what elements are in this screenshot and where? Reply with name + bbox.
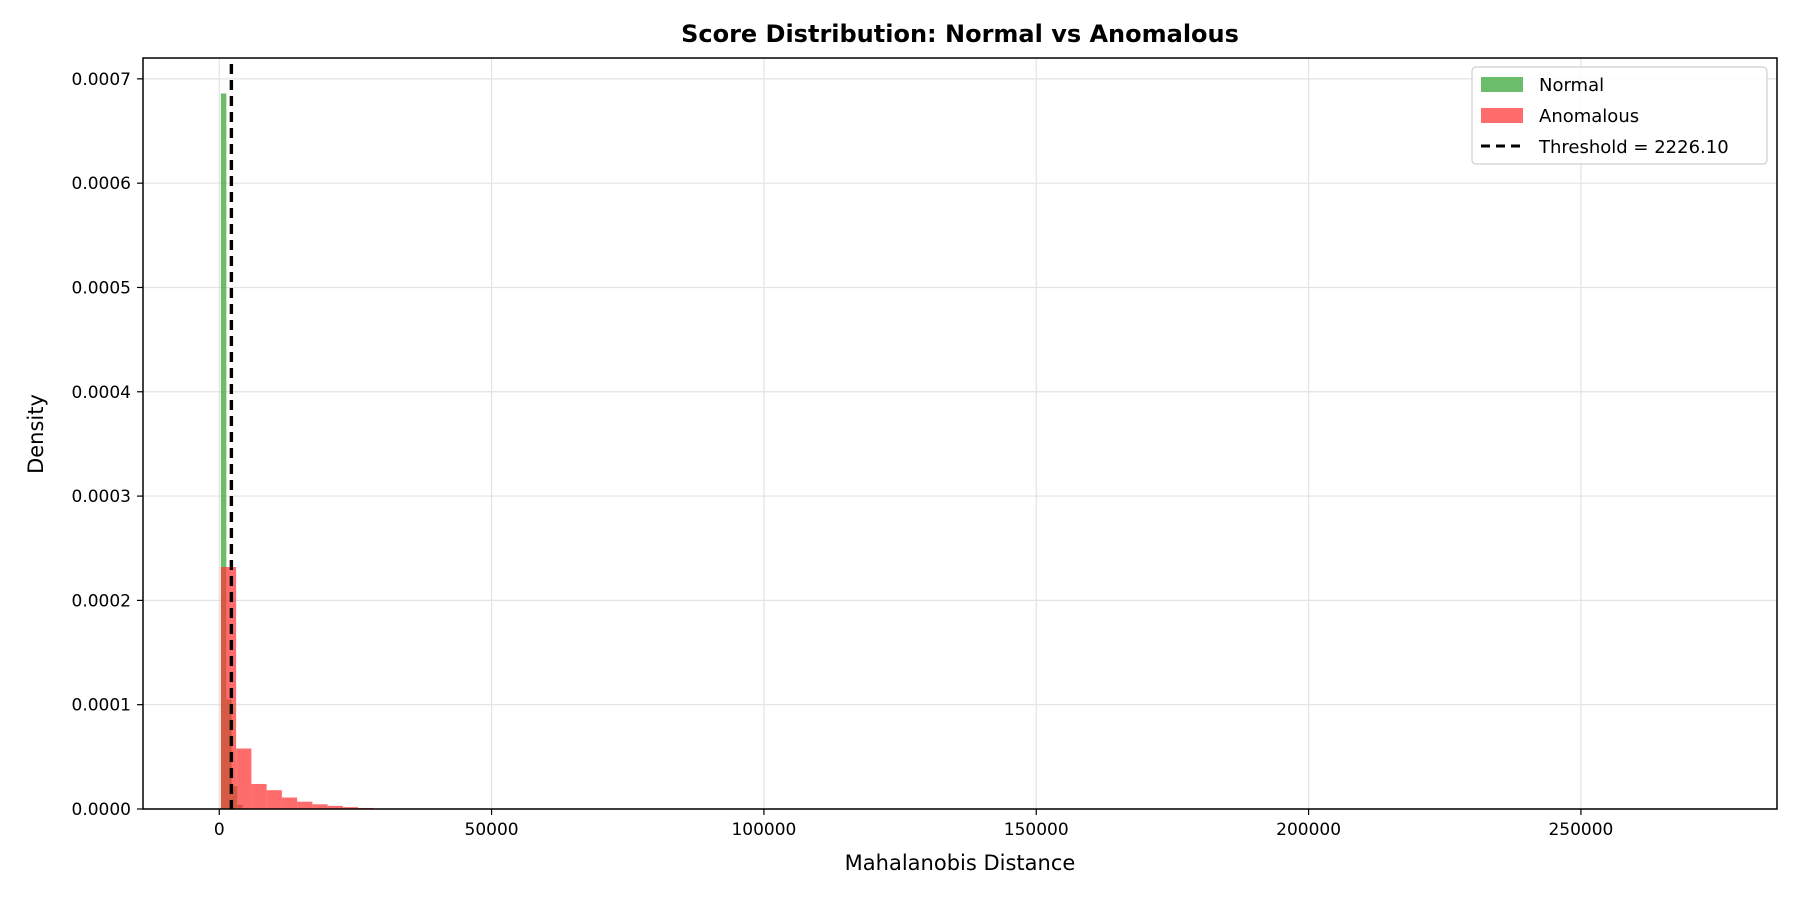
x-tick-label-1: 50000 bbox=[465, 820, 519, 840]
x-tick-label-4: 200000 bbox=[1276, 820, 1341, 840]
legend-label-anomalous: Anomalous bbox=[1539, 106, 1639, 127]
y-tick-label-5: 0.0005 bbox=[72, 278, 131, 298]
bar-anomalous-7 bbox=[327, 805, 343, 809]
legend-label-normal: Normal bbox=[1539, 75, 1604, 96]
x-tick-label-3: 150000 bbox=[1004, 820, 1069, 840]
y-tick-label-7: 0.0007 bbox=[72, 70, 131, 90]
plot-background bbox=[143, 58, 1777, 809]
bar-anomalous-8 bbox=[342, 807, 359, 809]
y-tick-label-1: 0.0001 bbox=[72, 696, 131, 716]
x-tick-label-0: 0 bbox=[214, 820, 225, 840]
x-tick-label-2: 100000 bbox=[731, 820, 796, 840]
bar-normal-0 bbox=[220, 93, 227, 810]
legend-label-threshold: Threshold = 2226.10 bbox=[1538, 137, 1729, 158]
bar-anomalous-1 bbox=[236, 748, 252, 809]
x-axis-ticks: 0 50000 100000 150000 200000 250000 bbox=[214, 809, 1613, 840]
plot-frame bbox=[142, 57, 1778, 810]
y-tick-label-6: 0.0006 bbox=[72, 174, 131, 194]
y-axis-ticks: 0.0000 0.0001 0.0002 0.0003 0.0004 0.0005 0.00… bbox=[72, 70, 143, 820]
bar-anomalous-4 bbox=[281, 797, 298, 809]
histogram-bars bbox=[220, 93, 374, 810]
y-tick-label-2: 0.0002 bbox=[72, 591, 131, 611]
bar-anomalous-5 bbox=[297, 801, 313, 809]
legend-box bbox=[1471, 66, 1768, 165]
plot-area bbox=[142, 57, 1778, 810]
chart-title: Score Distribution: Normal vs Anomalous bbox=[681, 20, 1239, 48]
y-axis-label: Density bbox=[24, 394, 48, 474]
bar-anomalous-0 bbox=[220, 567, 237, 809]
x-axis-label: Mahalanobis Distance bbox=[845, 851, 1076, 875]
bar-anomalous-3 bbox=[266, 790, 282, 809]
legend-swatch-anomalous bbox=[1481, 108, 1523, 123]
bar-anomalous-2 bbox=[251, 783, 267, 809]
y-tick-label-0: 0.0000 bbox=[72, 800, 131, 820]
y-tick-label-4: 0.0004 bbox=[72, 383, 131, 403]
bar-anomalous-6 bbox=[312, 804, 328, 809]
chart-legend: Normal Anomalous Threshold = 2226.10 bbox=[1471, 66, 1768, 165]
legend-swatch-normal bbox=[1481, 77, 1523, 92]
y-tick-label-3: 0.0003 bbox=[72, 487, 131, 507]
x-tick-label-5: 250000 bbox=[1548, 820, 1613, 840]
